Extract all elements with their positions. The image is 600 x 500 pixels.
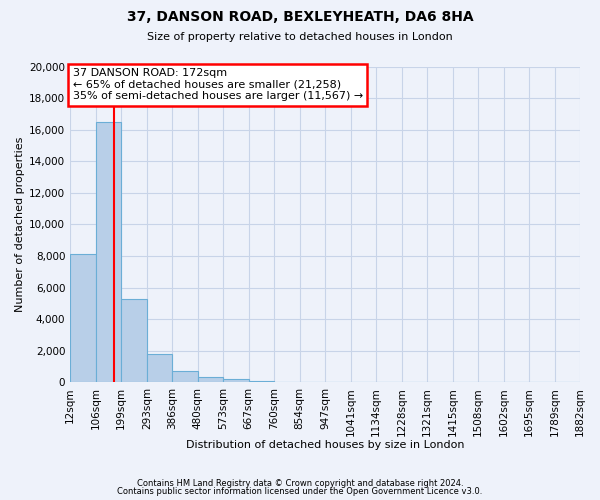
Bar [147, 354, 172, 382]
X-axis label: Distribution of detached houses by size in London: Distribution of detached houses by size … [186, 440, 464, 450]
Bar [96, 122, 121, 382]
Bar [70, 254, 96, 382]
Text: Contains HM Land Registry data © Crown copyright and database right 2024.: Contains HM Land Registry data © Crown c… [137, 478, 463, 488]
Bar [249, 380, 274, 382]
Bar [198, 378, 223, 382]
Text: Size of property relative to detached houses in London: Size of property relative to detached ho… [147, 32, 453, 42]
Bar [121, 298, 147, 382]
Bar [223, 379, 249, 382]
Text: Contains public sector information licensed under the Open Government Licence v3: Contains public sector information licen… [118, 487, 482, 496]
Text: 37 DANSON ROAD: 172sqm
← 65% of detached houses are smaller (21,258)
35% of semi: 37 DANSON ROAD: 172sqm ← 65% of detached… [73, 68, 363, 102]
Y-axis label: Number of detached properties: Number of detached properties [15, 136, 25, 312]
Bar [172, 371, 198, 382]
Text: 37, DANSON ROAD, BEXLEYHEATH, DA6 8HA: 37, DANSON ROAD, BEXLEYHEATH, DA6 8HA [127, 10, 473, 24]
